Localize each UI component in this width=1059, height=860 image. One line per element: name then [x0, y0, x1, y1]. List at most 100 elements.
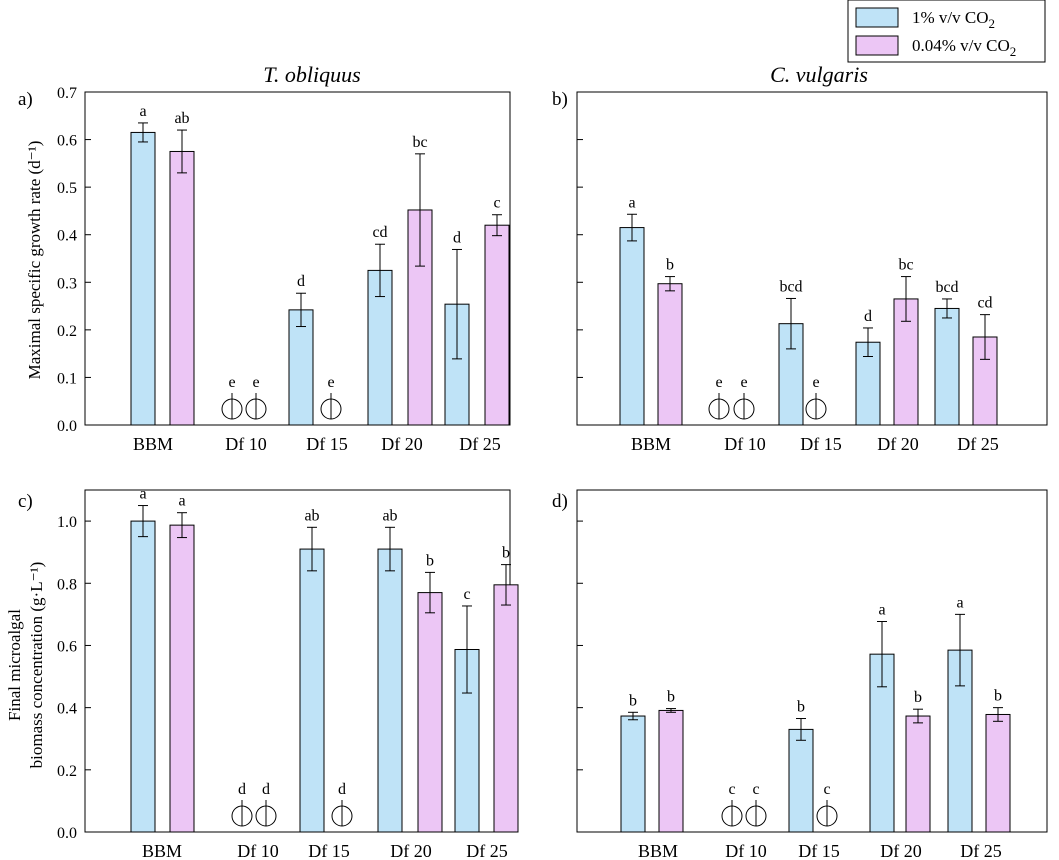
sig-letter-b-0-1: b [666, 257, 674, 274]
xtick-label-b-0: BBM [631, 434, 671, 454]
ytick-label-a-7: 0.7 [57, 85, 77, 102]
ytick-label-a-4: 0.4 [57, 228, 77, 245]
sig-letter-d-4-0: a [956, 594, 963, 611]
sig-letter-b-1-1: e [740, 374, 747, 391]
sig-letter-b-3-0: d [864, 308, 872, 325]
xtick-label-d-2: Df 15 [798, 841, 840, 860]
ytick-label-c-1: 0.2 [57, 763, 77, 780]
sig-letter-a-0-0: a [139, 103, 146, 120]
panel-label-c: c) [18, 491, 33, 512]
panel-label-b: b) [552, 89, 568, 110]
xtick-label-a-3: Df 20 [381, 434, 423, 454]
xtick-label-a-1: Df 10 [225, 434, 267, 454]
panel-label-d: d) [552, 491, 568, 512]
sig-letter-d-0-1: b [667, 689, 675, 706]
bar-a-0-1 [169, 150, 195, 426]
sig-letter-b-4-0: bcd [935, 279, 958, 296]
xtick-label-a-4: Df 25 [459, 434, 501, 454]
sig-letter-d-2-0: b [797, 699, 805, 716]
ytick-label-a-6: 0.6 [57, 133, 77, 150]
sig-letter-b-3-1: bc [898, 257, 913, 274]
sig-letter-a-2-1: e [327, 374, 334, 391]
panel-label-a: a) [18, 89, 33, 110]
sig-letter-a-3-1: bc [412, 134, 427, 151]
bar-c-3-0 [377, 548, 403, 833]
sig-letter-c-4-0: c [463, 586, 470, 603]
sig-letter-d-3-0: a [878, 602, 885, 619]
xtick-label-b-2: Df 15 [800, 434, 842, 454]
sig-letter-b-2-1: e [812, 374, 819, 391]
xtick-label-d-3: Df 20 [880, 841, 922, 860]
ytick-label-a-3: 0.3 [57, 275, 77, 292]
bar-c-4-1 [493, 584, 519, 833]
ytick-label-c-2: 0.4 [57, 701, 77, 718]
sig-letter-d-3-1: b [914, 689, 922, 706]
sig-letter-b-0-0: a [628, 194, 635, 211]
bar-c-2-0 [299, 548, 325, 833]
bar-b-0-1 [657, 283, 683, 426]
xtick-label-b-4: Df 25 [957, 434, 999, 454]
ytick-label-a-0: 0.0 [57, 418, 77, 435]
ytick-label-a-2: 0.2 [57, 323, 77, 340]
ytick-label-a-5: 0.5 [57, 180, 77, 197]
sig-letter-c-3-1: b [426, 552, 434, 569]
bar-a-4-1 [484, 224, 510, 426]
bar-b-0-0 [619, 227, 645, 426]
title-c-vulgaris: C. vulgaris [770, 62, 868, 87]
sig-letter-a-4-1: c [493, 195, 500, 212]
xtick-label-a-0: BBM [133, 434, 173, 454]
bar-d-0-1 [658, 709, 684, 833]
bar-c-3-1 [417, 592, 443, 833]
sig-letter-d-4-1: b [994, 688, 1002, 705]
sig-letter-a-1-1: e [252, 374, 259, 391]
sig-letter-c-2-1: d [338, 781, 346, 798]
sig-letter-a-0-1: ab [174, 110, 189, 127]
bar-d-2-0 [788, 728, 814, 833]
sig-letter-a-1-0: e [228, 374, 235, 391]
sig-letter-c-1-0: d [238, 781, 246, 798]
sig-letter-a-3-0: cd [372, 224, 387, 241]
title-t-obliquus: T. obliquus [263, 62, 360, 87]
xtick-label-d-1: Df 10 [725, 841, 767, 860]
sig-letter-d-1-1: c [752, 781, 759, 798]
bar-a-2-0 [288, 309, 314, 426]
bar-d-4-1 [985, 713, 1011, 833]
xtick-label-c-2: Df 15 [308, 841, 350, 860]
sig-letter-c-1-1: d [262, 781, 270, 798]
ytick-label-c-5: 1.0 [57, 514, 77, 531]
sig-letter-c-3-0: ab [382, 507, 397, 524]
legend-label-1pct: 1% v/v CO2 [912, 8, 995, 31]
ylabel-biomass-line2: biomass concentration (g·L⁻¹) [27, 562, 46, 769]
bar-a-0-0 [130, 131, 156, 426]
ytick-label-a-1: 0.1 [57, 370, 77, 387]
xtick-label-b-1: Df 10 [724, 434, 766, 454]
xtick-label-b-3: Df 20 [877, 434, 919, 454]
panel-frame-b [576, 91, 1048, 426]
ytick-label-c-3: 0.6 [57, 638, 77, 655]
xtick-label-c-4: Df 25 [466, 841, 508, 860]
ylabel-growth-rate: Maximal specific growth rate (d⁻¹) [25, 141, 44, 380]
sig-letter-d-2-1: c [823, 781, 830, 798]
sig-letter-c-2-0: ab [304, 507, 319, 524]
sig-letter-c-0-1: a [178, 493, 185, 510]
sig-letter-b-1-0: e [715, 374, 722, 391]
xtick-label-c-0: BBM [142, 841, 182, 860]
ytick-label-c-0: 0.0 [57, 825, 77, 842]
sig-letter-a-2-0: d [297, 273, 305, 290]
legend-label-004pct: 0.04% v/v CO2 [912, 36, 1016, 59]
xtick-label-a-2: Df 15 [306, 434, 348, 454]
bar-d-3-1 [905, 715, 931, 833]
bar-c-0-1 [169, 524, 195, 833]
sig-letter-d-0-0: b [629, 692, 637, 709]
xtick-label-d-4: Df 25 [960, 841, 1002, 860]
sig-letter-a-4-0: d [453, 229, 461, 246]
bar-d-0-0 [620, 715, 646, 833]
panel-b: b) a b BBM e e Df 10 bcd e Df 15 d bc Df 20 bcd cd Df 2… [552, 89, 1048, 454]
sig-letter-d-1-0: c [728, 781, 735, 798]
legend-swatch-004pct [855, 35, 899, 56]
sig-letter-b-2-0: bcd [779, 278, 802, 295]
xtick-label-d-0: BBM [638, 841, 678, 860]
